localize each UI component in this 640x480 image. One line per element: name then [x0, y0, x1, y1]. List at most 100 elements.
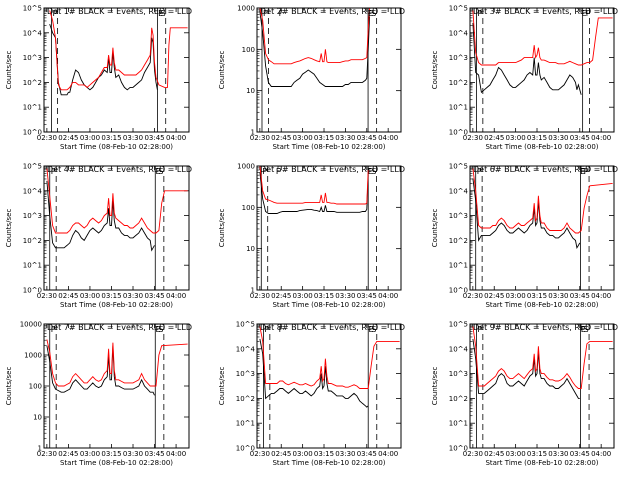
- marker-label-s: S: [371, 167, 376, 176]
- panel-title: Det 2# BLACK = Events, RED = LLD: [260, 7, 405, 16]
- y-tick-label: 100: [29, 383, 42, 391]
- x-tick-label: 04:00: [166, 292, 186, 300]
- y-tick-label: 10^1: [449, 262, 468, 270]
- x-tick-label: 02:30: [463, 450, 483, 458]
- marker-label-p: P: [262, 167, 267, 176]
- x-tick-label: 04:00: [591, 292, 611, 300]
- plot-frame: [43, 7, 190, 133]
- panel-title: Det 1# BLACK = Events, RED = LLD: [47, 7, 192, 16]
- marker-label-p: P: [51, 167, 56, 176]
- panel-3: Det 3# BLACK = Events, RED = LLD Counts/s…: [431, 5, 618, 152]
- x-axis-label: Start Time (08-Feb-10 02:28:00): [272, 301, 385, 309]
- x-tick-label: 02:45: [58, 134, 78, 142]
- marker-label-e: E: [580, 167, 585, 176]
- x-tick-label: 03:15: [101, 450, 121, 458]
- x-tick-label: 03:30: [548, 292, 568, 300]
- lld-series-line: [259, 166, 369, 205]
- lld-series-line: [472, 168, 613, 234]
- x-tick-label: 04:00: [591, 134, 611, 142]
- y-axis-label: Counts/sec: [431, 209, 439, 248]
- y-tick-label: 10^0: [23, 129, 42, 137]
- plot-frame: [256, 7, 402, 133]
- events-series-line: [259, 12, 371, 87]
- marker-label-e: E: [368, 9, 373, 18]
- marker-label-e: E: [581, 325, 586, 334]
- lld-series-line: [49, 10, 188, 91]
- y-tick-label: 10: [246, 245, 255, 253]
- x-axis-label: Start Time (08-Feb-10 02:28:00): [485, 301, 598, 309]
- y-tick-label: 100: [242, 204, 255, 212]
- x-tick-label: 02:30: [37, 450, 57, 458]
- y-tick-label: 10^0: [449, 287, 468, 295]
- y-axis-label: Counts/sec: [5, 367, 13, 406]
- panel-8: Det 8# BLACK = Events, RED = LLD Counts/s…: [218, 321, 405, 468]
- x-tick-label: 03:30: [123, 292, 143, 300]
- marker-label-e: E: [156, 325, 161, 334]
- panel-title: Det 7# BLACK = Events, RED = LLD: [47, 323, 192, 332]
- panel-title: Det 6# BLACK = Events, RED = LLD: [473, 165, 618, 174]
- x-tick-label: 02:45: [58, 450, 78, 458]
- x-tick-label: 02:45: [271, 134, 291, 142]
- x-tick-label: 02:30: [37, 134, 57, 142]
- events-series-line: [472, 338, 580, 399]
- y-tick-label: 10^4: [23, 187, 43, 195]
- y-tick-label: 10^2: [23, 79, 42, 87]
- y-tick-label: 10^1: [449, 420, 468, 428]
- x-tick-label: 02:45: [484, 134, 504, 142]
- events-series-line: [46, 345, 155, 396]
- x-axis-label: Start Time (08-Feb-10 02:28:00): [485, 459, 598, 467]
- x-tick-label: 03:00: [506, 450, 526, 458]
- y-tick-label: 10^2: [449, 395, 468, 403]
- events-series-line: [259, 338, 369, 408]
- x-tick-label: 03:15: [314, 450, 334, 458]
- x-axis-label: Start Time (08-Feb-10 02:28:00): [60, 459, 173, 467]
- x-tick-label: 02:30: [250, 292, 270, 300]
- panel-7: Det 7# BLACK = Events, RED = LLD Counts/s…: [5, 321, 192, 468]
- x-tick-label: 03:15: [314, 134, 334, 142]
- x-tick-label: 04:00: [166, 134, 186, 142]
- x-tick-label: 03:45: [357, 134, 377, 142]
- x-tick-label: 03:30: [123, 134, 143, 142]
- x-tick-label: 03:00: [506, 292, 526, 300]
- marker-label-e: E: [368, 325, 373, 334]
- y-tick-label: 10000: [20, 321, 42, 329]
- x-tick-label: 03:00: [293, 450, 313, 458]
- x-tick-label: 02:30: [250, 134, 270, 142]
- x-tick-label: 03:00: [293, 134, 313, 142]
- y-tick-label: 10^5: [449, 5, 468, 13]
- marker-label-s: S: [584, 325, 589, 334]
- lld-series-line: [472, 326, 613, 389]
- y-tick-label: 10: [246, 87, 255, 95]
- panel-6: Det 6# BLACK = Events, RED = LLD Counts/s…: [431, 163, 618, 310]
- plot-frame: [256, 323, 402, 449]
- panel-5: Det 5# BLACK = Events, RED = LLD Counts/s…: [218, 163, 405, 310]
- y-tick-label: 1: [251, 129, 255, 137]
- y-tick-label: 10^3: [23, 212, 42, 220]
- x-tick-label: 03:45: [570, 134, 590, 142]
- y-axis-label: Counts/sec: [431, 367, 439, 406]
- lld-series-line: [259, 8, 371, 65]
- y-tick-label: 1000: [237, 5, 255, 13]
- y-axis-label: Counts/sec: [5, 51, 13, 90]
- x-tick-label: 03:00: [80, 292, 100, 300]
- x-tick-label: 02:30: [463, 292, 483, 300]
- y-tick-label: 10^2: [449, 237, 468, 245]
- x-tick-label: 02:45: [58, 292, 78, 300]
- panel-title: Det 5# BLACK = Events, RED = LLD: [260, 165, 405, 174]
- y-tick-label: 10^2: [236, 395, 255, 403]
- y-tick-label: 10^3: [23, 54, 42, 62]
- y-tick-label: 10^3: [236, 370, 255, 378]
- lld-series-line: [259, 326, 400, 389]
- x-tick-label: 03:00: [506, 134, 526, 142]
- y-axis-label: Counts/sec: [5, 209, 13, 248]
- plot-frame: [469, 323, 615, 449]
- x-axis-label: Start Time (08-Feb-10 02:28:00): [272, 143, 385, 151]
- y-tick-label: 10^1: [23, 104, 42, 112]
- x-tick-label: 03:45: [570, 450, 590, 458]
- panel-1: Det 1# BLACK = Events, RED = LLD Counts/s…: [5, 5, 192, 152]
- y-tick-label: 10^4: [449, 345, 469, 353]
- marker-label-p: P: [477, 9, 482, 18]
- marker-label-s: S: [371, 325, 376, 334]
- y-axis-label: Counts/sec: [218, 209, 226, 248]
